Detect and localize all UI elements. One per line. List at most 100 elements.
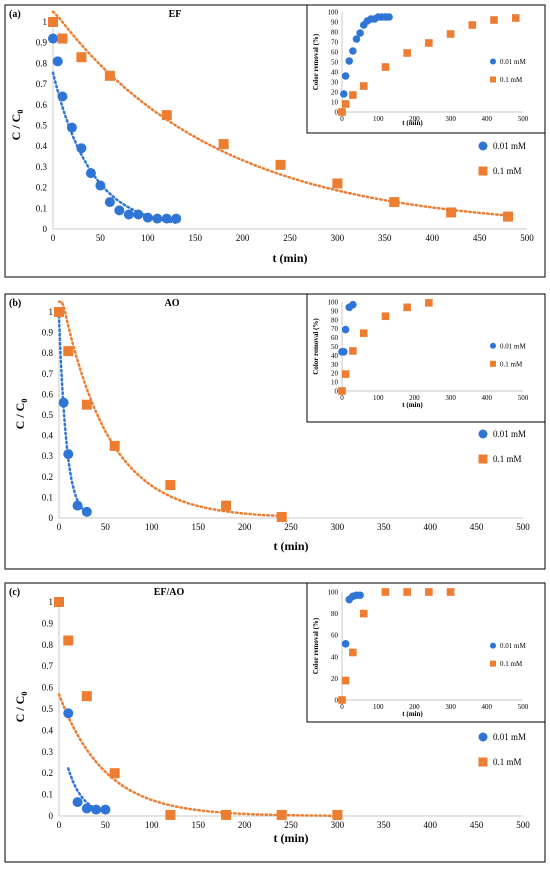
inset-chart: 0 100 200 300 400 5000102030405060708090100t … — [306, 293, 546, 423]
inset-x-tick-label: 500 — [518, 115, 529, 123]
data-point-series-1 — [133, 209, 144, 220]
legend-marker — [478, 429, 488, 439]
panel-label: (a) — [9, 9, 21, 20]
y-tick-label: 0 — [43, 224, 48, 234]
data-point-series-2 — [81, 691, 92, 702]
inset-x-tick-label: 0 — [340, 703, 344, 711]
inset-legend-label: 0.1 mM — [500, 76, 523, 84]
x-axis-title: t (min) — [274, 831, 309, 845]
data-point-series-2 — [81, 399, 92, 410]
data-point-series-2 — [218, 139, 229, 150]
y-tick-label: 0.4 — [42, 725, 54, 735]
data-point-series-1 — [171, 213, 182, 224]
inset-y-tick-label: 90 — [331, 307, 339, 315]
x-tick-label: 0 — [51, 233, 56, 243]
data-point-series-1 — [104, 197, 115, 208]
inset-legend-label: 0.01 mM — [500, 642, 526, 650]
trendline-1 — [51, 71, 178, 225]
y-tick-label: 0.1 — [42, 492, 53, 502]
data-point-series-1 — [63, 708, 74, 719]
data-point-series-1 — [66, 122, 77, 133]
y-tick-label: 0.4 — [42, 431, 54, 441]
legend-marker — [478, 454, 488, 464]
inset-y-tick-label: 20 — [331, 675, 339, 683]
inset-legend-label: 0.1 mM — [500, 360, 523, 368]
panel-label: (b) — [9, 298, 21, 309]
inset-data-point-series-1 — [356, 29, 364, 37]
data-point-series-2 — [503, 211, 514, 222]
inset-x-tick-label: 500 — [518, 394, 529, 402]
x-tick-label: 50 — [101, 522, 111, 532]
legend-marker — [478, 141, 488, 151]
x-tick-label: 300 — [331, 233, 345, 243]
x-tick-label: 200 — [238, 522, 252, 532]
legend-label: 0.1 mM — [493, 454, 522, 464]
y-tick-label: 0.8 — [42, 640, 54, 650]
y-tick-label: 0 — [49, 513, 54, 523]
inset-data-point-series-1 — [349, 47, 357, 55]
data-point-series-1 — [63, 449, 74, 460]
inset-y-tick-label: 80 — [331, 29, 339, 37]
inset-y-tick-label: 0 — [335, 697, 339, 705]
y-tick-label: 1 — [49, 597, 54, 607]
inset-data-point-series-2 — [359, 329, 368, 337]
inset-data-point-series-2 — [338, 387, 346, 395]
chart-panel-1: 0 50 100 150 200 250 300 350 400 450 50000.10.20.3… — [4, 4, 546, 278]
y-tick-label: 0.4 — [36, 141, 48, 151]
data-point-series-2 — [276, 511, 287, 522]
inset-legend-label: 0.1 mM — [500, 660, 523, 668]
inset-data-point-series-1 — [385, 13, 393, 21]
y-tick-label: 0.3 — [36, 162, 48, 172]
x-tick-label: 450 — [470, 820, 484, 830]
data-point-series-1 — [58, 397, 69, 408]
inset-x-axis-title: t (min) — [402, 119, 423, 127]
y-tick-label: 0.2 — [42, 472, 53, 482]
x-tick-label: 0 — [57, 820, 62, 830]
inset-data-point-series-2 — [403, 303, 411, 312]
y-tick-label: 0.7 — [42, 369, 54, 379]
inset-y-tick-label: 40 — [331, 352, 339, 360]
y-tick-label: 0.9 — [36, 38, 48, 48]
inset-data-point-series-1 — [341, 640, 350, 648]
inset-data-point-series-2 — [359, 609, 368, 618]
inset-data-point-series-2 — [511, 14, 520, 22]
data-point-series-1 — [91, 804, 102, 815]
inset-chart: 0 100 200 300 400 500 0 20 40 60 80 100 t (min) Color… — [306, 582, 546, 723]
data-point-series-1 — [100, 804, 111, 815]
x-tick-label: 200 — [238, 820, 252, 830]
x-tick-label: 100 — [145, 820, 159, 830]
data-point-series-1 — [72, 797, 83, 808]
data-point-series-2 — [446, 207, 457, 218]
inset-x-axis-title: t (min) — [402, 401, 423, 409]
data-point-series-1 — [85, 168, 96, 179]
inset-data-point-series-2 — [490, 16, 498, 24]
x-tick-label: 400 — [423, 522, 437, 532]
y-tick-label: 0.9 — [42, 618, 54, 628]
inset-data-point-series-2 — [403, 49, 411, 57]
panel-title: EF — [169, 9, 182, 20]
panel-frame — [4, 4, 546, 278]
inset-legend-marker — [490, 642, 496, 649]
inset-x-tick-label: 0 — [340, 115, 344, 123]
x-tick-label: 400 — [425, 233, 439, 243]
x-tick-label: 250 — [284, 522, 298, 532]
inset-data-point-series-1 — [345, 57, 354, 65]
x-tick-label: 350 — [377, 522, 391, 532]
inset-y-axis-title: Color removal (%) — [312, 33, 320, 90]
inset-data-point-series-2 — [349, 648, 357, 657]
inset-y-tick-label: 100 — [328, 299, 339, 307]
inset-data-point-series-2 — [338, 696, 346, 704]
data-point-series-2 — [76, 52, 87, 63]
trendline-1 — [57, 314, 89, 515]
inset-y-tick-label: 0 — [335, 109, 339, 117]
y-tick-label: 0.9 — [42, 328, 54, 338]
inset-x-tick-label: 200 — [409, 115, 420, 123]
legend-label: 0.1 mM — [493, 166, 522, 176]
legend-label: 0.01 mM — [493, 732, 526, 742]
data-point-series-1 — [81, 803, 92, 814]
trendline-2 — [57, 300, 283, 518]
inset-chart: 0 100 200 300 400 5000102030405060708090100t … — [306, 4, 546, 134]
x-tick-label: 150 — [188, 233, 202, 243]
legend-marker — [478, 166, 488, 176]
inset-y-tick-label: 100 — [328, 9, 339, 17]
